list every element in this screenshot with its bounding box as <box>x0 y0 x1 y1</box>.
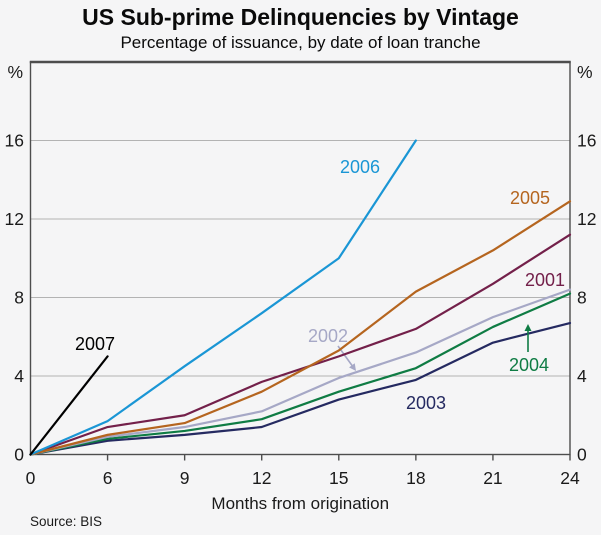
y-unit-label-right: % <box>577 62 593 82</box>
x-tick-label: 18 <box>406 468 425 488</box>
y-tick-label-right: 4 <box>577 366 587 386</box>
series-label-2002: 2002 <box>308 326 348 346</box>
series-line-2003 <box>29 321 572 456</box>
y-tick-label-right: 12 <box>577 209 596 229</box>
series-label-2006: 2006 <box>340 157 380 177</box>
source-note: Source: BIS <box>30 514 103 529</box>
annotation-arrowhead-2002 <box>349 363 356 371</box>
series-line-2005 <box>29 200 572 456</box>
y-tick-label-left: 12 <box>5 209 24 229</box>
x-tick-label: 6 <box>103 468 113 488</box>
y-tick-label-right: 0 <box>577 445 587 465</box>
x-tick-label: 21 <box>483 468 502 488</box>
x-tick-label: 24 <box>560 468 580 488</box>
y-tick-label-left: 0 <box>14 445 24 465</box>
x-axis-title: Months from origination <box>211 494 389 513</box>
series-label-2004: 2004 <box>509 355 549 375</box>
series-label-2001: 2001 <box>525 270 565 290</box>
y-tick-label-left: 16 <box>5 131 24 151</box>
series-label-2003: 2003 <box>406 393 446 413</box>
y-tick-label-left: 4 <box>14 366 24 386</box>
x-tick-label: 15 <box>329 468 348 488</box>
series-line-2007 <box>29 355 109 456</box>
series-line-2004 <box>29 292 572 456</box>
series-line-2001 <box>29 233 572 456</box>
annotation-arrowhead-2004 <box>524 324 532 331</box>
x-tick-label: 0 <box>26 468 36 488</box>
y-tick-label-right: 8 <box>577 288 587 308</box>
series-label-2005: 2005 <box>510 188 550 208</box>
x-tick-label: 9 <box>180 468 190 488</box>
series-label-2007: 2007 <box>75 334 115 354</box>
chart-title: US Sub-prime Delinquencies by Vintage <box>82 4 519 30</box>
y-tick-label-right: 16 <box>577 131 596 151</box>
x-tick-label: 12 <box>252 468 271 488</box>
y-tick-label-left: 8 <box>14 288 24 308</box>
chart-subtitle: Percentage of issuance, by date of loan … <box>120 33 481 52</box>
series-line-2006 <box>29 139 417 456</box>
series-line-2002 <box>29 288 572 456</box>
y-unit-label-left: % <box>7 62 23 82</box>
